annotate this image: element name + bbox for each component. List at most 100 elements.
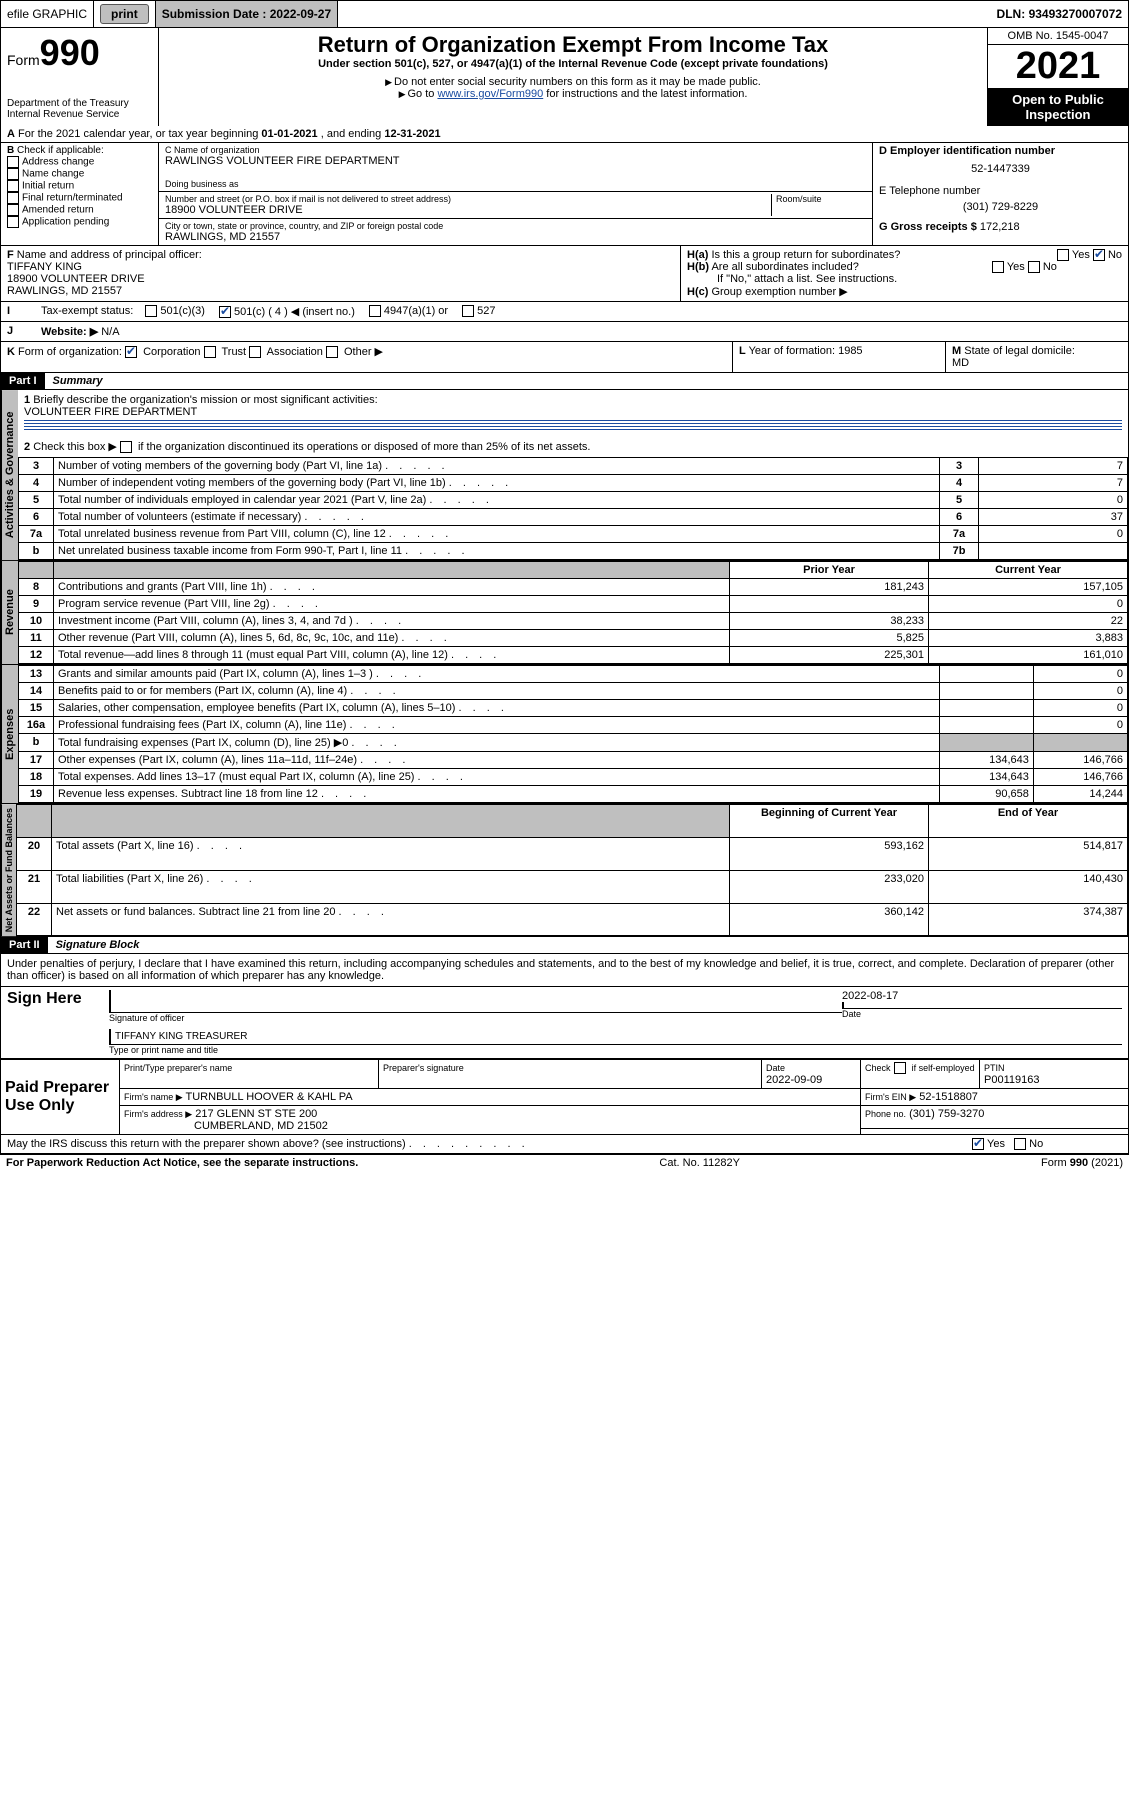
dept-label: Department of the Treasury [7, 98, 152, 109]
l-label: L [739, 345, 746, 357]
footer-right-bold: 990 [1070, 1157, 1088, 1169]
tax-status-label: 527 [477, 305, 495, 317]
may-irs-row: May the IRS discuss this return with the… [0, 1135, 1129, 1154]
org-form-checkbox[interactable] [326, 346, 338, 358]
print-button[interactable]: print [100, 4, 149, 24]
line-box: 7a [940, 526, 979, 543]
dln-label: DLN: [997, 7, 1026, 21]
line-text: Total fundraising expenses (Part IX, col… [54, 734, 940, 752]
form990-link[interactable]: www.irs.gov/Form990 [437, 88, 543, 100]
tax-status-checkbox[interactable] [145, 305, 157, 317]
org-form-label: Other ▶ [341, 346, 383, 358]
prior-val: 90,658 [939, 786, 1033, 803]
line-no: 17 [19, 752, 54, 769]
open-inspection: Open to Public Inspection [988, 88, 1128, 126]
b-checkbox[interactable] [7, 168, 19, 180]
line-no: 5 [19, 492, 54, 509]
part-ii-bar: Part II Signature Block [0, 937, 1129, 954]
b-title: Check if applicable: [17, 145, 104, 156]
prior-val [939, 666, 1033, 683]
hb-no-checkbox[interactable] [1028, 261, 1040, 273]
form-header: Form990 Department of the Treasury Inter… [0, 28, 1129, 126]
firm-ein: 52-1518807 [919, 1091, 978, 1103]
summary-expenses: Expenses 13 Grants and similar amounts p… [0, 665, 1129, 804]
line-text: Total unrelated business revenue from Pa… [54, 526, 940, 543]
tax-status-checkbox[interactable] [219, 306, 231, 318]
b-checkbox[interactable] [7, 180, 19, 192]
line-no: 14 [19, 683, 54, 700]
org-form-checkbox[interactable] [204, 346, 216, 358]
line-text: Number of independent voting members of … [54, 475, 940, 492]
line-text: Total revenue—add lines 8 through 11 (mu… [54, 647, 730, 664]
top-toolbar: efile GRAPHIC print Submission Date : 20… [0, 0, 1129, 28]
current-val: 0 [1033, 700, 1127, 717]
tax-status-checkbox[interactable] [462, 305, 474, 317]
q2-checkbox[interactable] [120, 441, 132, 453]
self-emp-checkbox[interactable] [894, 1062, 906, 1074]
firm-addr1: 217 GLENN ST STE 200 [195, 1108, 317, 1120]
ein-value: 52-1447339 [879, 157, 1122, 181]
b-label: B [7, 145, 14, 156]
line-text: Program service revenue (Part VIII, line… [54, 596, 730, 613]
b-checkbox[interactable] [7, 216, 19, 228]
footer-right-post: (2021) [1088, 1157, 1123, 1169]
e-label: E Telephone number [879, 185, 980, 197]
line-val [979, 543, 1128, 560]
dba-label: Doing business as [165, 179, 866, 189]
line-no: 20 [17, 837, 52, 870]
name-title-label: Type or print name and title [109, 1045, 1122, 1055]
irs-yes-checkbox[interactable] [972, 1138, 984, 1150]
ha-no-checkbox[interactable] [1093, 249, 1105, 261]
street-value: 18900 VOLUNTEER DRIVE [165, 204, 771, 216]
i-text: Tax-exempt status: [41, 305, 133, 317]
b-checkbox[interactable] [7, 192, 19, 204]
row-j: J Website: ▶ N/A [0, 322, 1129, 342]
sign-here-block: Sign Here Signature of officer 2022-08-1… [0, 987, 1129, 1059]
org-form-label: Corporation [140, 346, 204, 358]
tax-status-checkbox[interactable] [369, 305, 381, 317]
irs-no-checkbox[interactable] [1014, 1138, 1026, 1150]
line-text: Total expenses. Add lines 13–17 (must eq… [54, 769, 940, 786]
summary-net: Net Assets or Fund Balances Beginning of… [0, 804, 1129, 937]
l-val: 1985 [838, 345, 862, 357]
prior-val [939, 683, 1033, 700]
line-text: Benefits paid to or for members (Part IX… [54, 683, 940, 700]
org-form-checkbox[interactable] [249, 346, 261, 358]
prior-val [730, 596, 929, 613]
city-value: RAWLINGS, MD 21557 [165, 231, 866, 243]
line-text: Other revenue (Part VIII, column (A), li… [54, 630, 730, 647]
row-klm: K Form of organization: Corporation Trus… [0, 342, 1129, 373]
hb-note: If "No," attach a list. See instructions… [687, 273, 1122, 285]
org-form-label: Association [264, 346, 326, 358]
part-i-label: Part I [1, 373, 45, 389]
dln-value: 93493270007072 [1029, 7, 1122, 21]
efile-label: efile GRAPHIC [7, 7, 87, 21]
line-box: 7b [940, 543, 979, 560]
org-form-checkbox[interactable] [125, 346, 137, 358]
current-val: 14,244 [1033, 786, 1127, 803]
hb-yes-checkbox[interactable] [992, 261, 1004, 273]
line-no: 4 [19, 475, 54, 492]
line-no: 10 [19, 613, 54, 630]
h-date: Date [766, 1063, 785, 1073]
line-no: 11 [19, 630, 54, 647]
b-checkbox[interactable] [7, 156, 19, 168]
ha-yes-checkbox[interactable] [1057, 249, 1069, 261]
signature-declaration: Under penalties of perjury, I declare th… [0, 954, 1129, 987]
line-text: Other expenses (Part IX, column (A), lin… [54, 752, 940, 769]
officer-addr2: RAWLINGS, MD 21557 [7, 285, 122, 297]
col-header: Beginning of Current Year [730, 805, 929, 838]
b-checkbox[interactable] [7, 204, 19, 216]
may-irs-text: May the IRS discuss this return with the… [7, 1138, 406, 1150]
j-label: J [7, 325, 13, 337]
j-val: N/A [101, 326, 119, 338]
q2-text: Check this box ▶ [33, 441, 117, 453]
part-i-title: Summary [45, 375, 103, 387]
street-label: Number and street (or P.O. box if mail i… [165, 194, 771, 204]
ptin-val: P00119163 [984, 1074, 1039, 1086]
firm-addr2: CUMBERLAND, MD 21502 [124, 1120, 328, 1132]
hb-label: H(b) [687, 261, 709, 273]
prior-val: 593,162 [730, 837, 929, 870]
line-text: Number of voting members of the governin… [54, 458, 940, 475]
current-val: 3,883 [929, 630, 1128, 647]
